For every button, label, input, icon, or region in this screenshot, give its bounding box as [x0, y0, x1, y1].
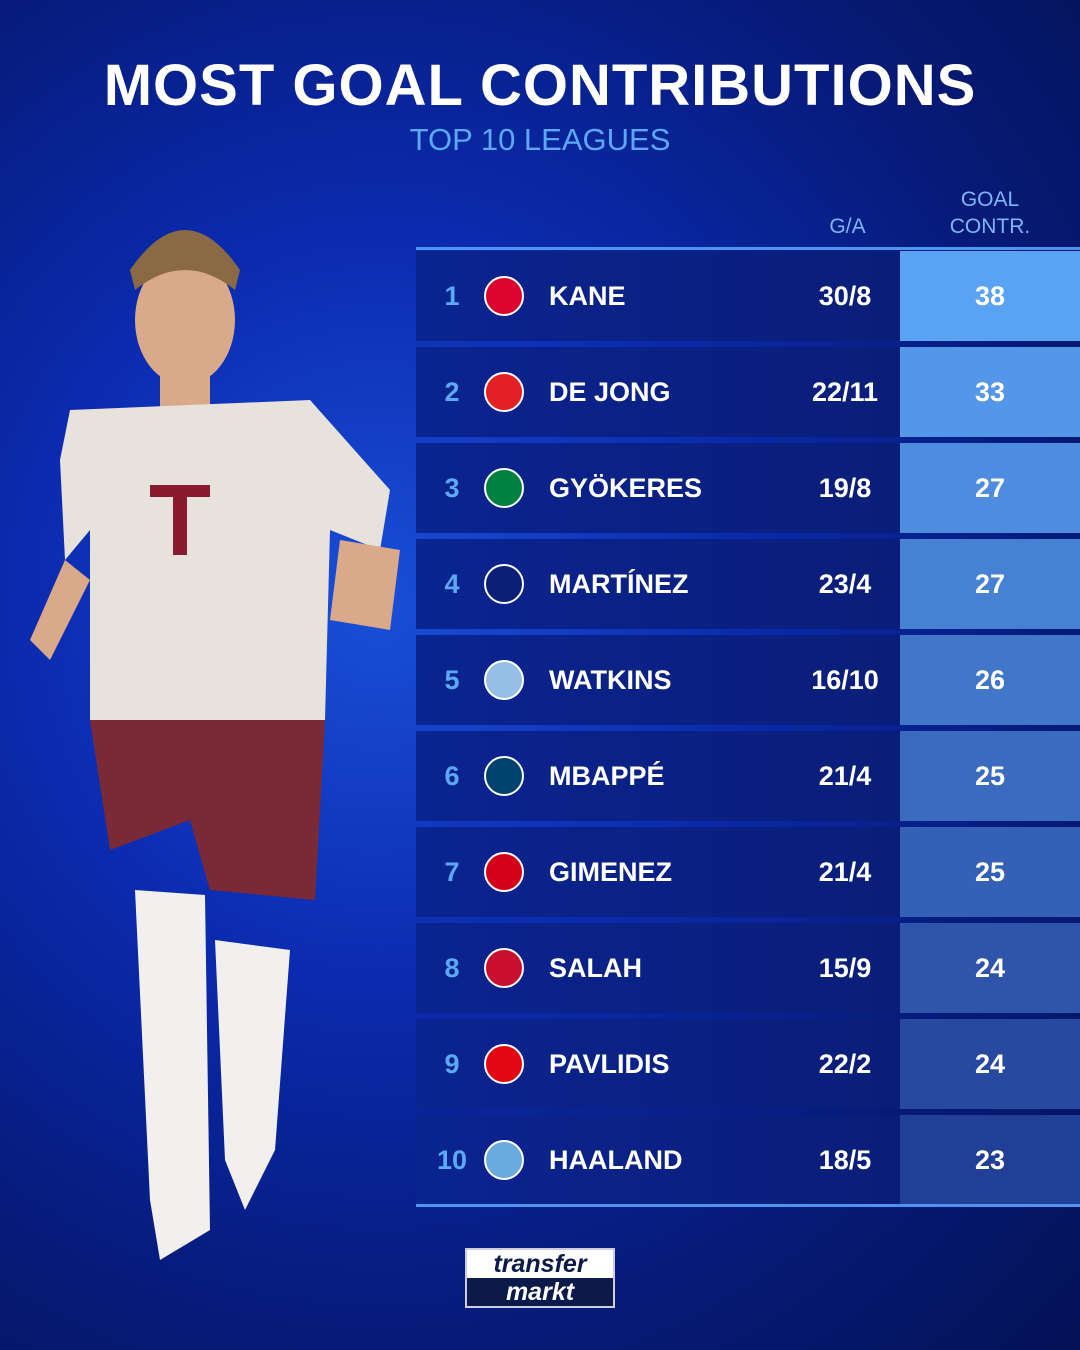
- goal-contributions: 25: [900, 827, 1080, 917]
- club-crest-icon: [484, 852, 524, 892]
- rank: 1: [444, 280, 460, 311]
- club-crest-icon: [484, 564, 524, 604]
- player-name: KANE: [549, 280, 626, 311]
- logo-text-top: transfer: [493, 1250, 587, 1278]
- rank: 4: [444, 568, 460, 599]
- rank: 7: [444, 856, 460, 887]
- goals-assists: 21/4: [818, 760, 872, 791]
- page-title: MOST GOAL CONTRIBUTIONS: [103, 53, 977, 118]
- goal-contributions: 33: [900, 347, 1080, 437]
- club-crest-icon: [484, 948, 524, 988]
- table-row: 3 GYÖKERES 19/8 27: [416, 443, 1080, 533]
- goals-assists: 22/2: [818, 1048, 872, 1079]
- page-subtitle: TOP 10 LEAGUES: [409, 122, 671, 157]
- player-name: MBAPPÉ: [549, 760, 665, 791]
- rank: 10: [436, 1144, 468, 1175]
- rank: 5: [444, 664, 460, 695]
- table-row: 5 WATKINS 16/10 26: [416, 635, 1080, 725]
- table-row: 10 HAALAND 18/5 23: [416, 1115, 1080, 1205]
- logo-text-bottom: markt: [467, 1278, 613, 1306]
- club-crest-icon: [484, 372, 524, 412]
- goals-assists: 30/8: [818, 280, 872, 311]
- player-name: GIMENEZ: [549, 856, 673, 887]
- goal-contributions: 38: [900, 251, 1080, 341]
- player-name: PAVLIDIS: [549, 1048, 670, 1079]
- club-crest-icon: [484, 468, 524, 508]
- rank: 3: [444, 472, 460, 503]
- table-row: 6 MBAPPÉ 21/4 25: [416, 731, 1080, 821]
- transfermarkt-logo: transfer markt: [465, 1248, 615, 1308]
- goals-assists: 22/11: [811, 376, 879, 407]
- table-row: 8 SALAH 15/9 24: [416, 923, 1080, 1013]
- rank: 9: [444, 1048, 460, 1079]
- goal-contributions: 27: [900, 443, 1080, 533]
- player-name: WATKINS: [549, 664, 672, 695]
- goals-assists: 16/10: [811, 664, 879, 695]
- goal-contributions: 26: [900, 635, 1080, 725]
- goals-assists: 15/9: [818, 952, 872, 983]
- club-crest-icon: [484, 1140, 524, 1180]
- goals-assists: 23/4: [818, 568, 872, 599]
- goal-contributions: 27: [900, 539, 1080, 629]
- player-name: SALAH: [549, 952, 642, 983]
- player-name: HAALAND: [549, 1144, 683, 1175]
- goal-contributions: 25: [900, 731, 1080, 821]
- club-crest-icon: [484, 660, 524, 700]
- goal-contributions: 24: [900, 923, 1080, 1013]
- club-crest-icon: [484, 276, 524, 316]
- player-name: GYÖKERES: [549, 472, 703, 503]
- rank: 2: [444, 376, 460, 407]
- column-header-goal-contr: GOAL CONTR.: [949, 188, 1031, 238]
- goals-assists: 18/5: [818, 1144, 872, 1175]
- table-row: 2 DE JONG 22/11 33: [416, 347, 1080, 437]
- goal-contributions: 23: [900, 1115, 1080, 1205]
- goals-assists: 21/4: [818, 856, 872, 887]
- rank: 6: [444, 760, 460, 791]
- table-row: 7 GIMENEZ 21/4 25: [416, 827, 1080, 917]
- table-top-divider: [416, 247, 1080, 250]
- table-row: 4 MARTÍNEZ 23/4 27: [416, 539, 1080, 629]
- player-photo: [30, 230, 400, 1260]
- club-crest-icon: [484, 1044, 524, 1084]
- player-name: MARTÍNEZ: [549, 568, 689, 599]
- goals-assists: 19/8: [818, 472, 872, 503]
- goal-contributions: 24: [900, 1019, 1080, 1109]
- table-bottom-divider: [416, 1204, 1080, 1207]
- rank: 8: [444, 952, 460, 983]
- player-name: DE JONG: [549, 376, 671, 407]
- column-header-ga: G/A: [829, 215, 866, 238]
- club-crest-icon: [484, 756, 524, 796]
- table-row: 9 PAVLIDIS 22/2 24: [416, 1019, 1080, 1109]
- table-row: 1 KANE 30/8 38: [416, 251, 1080, 341]
